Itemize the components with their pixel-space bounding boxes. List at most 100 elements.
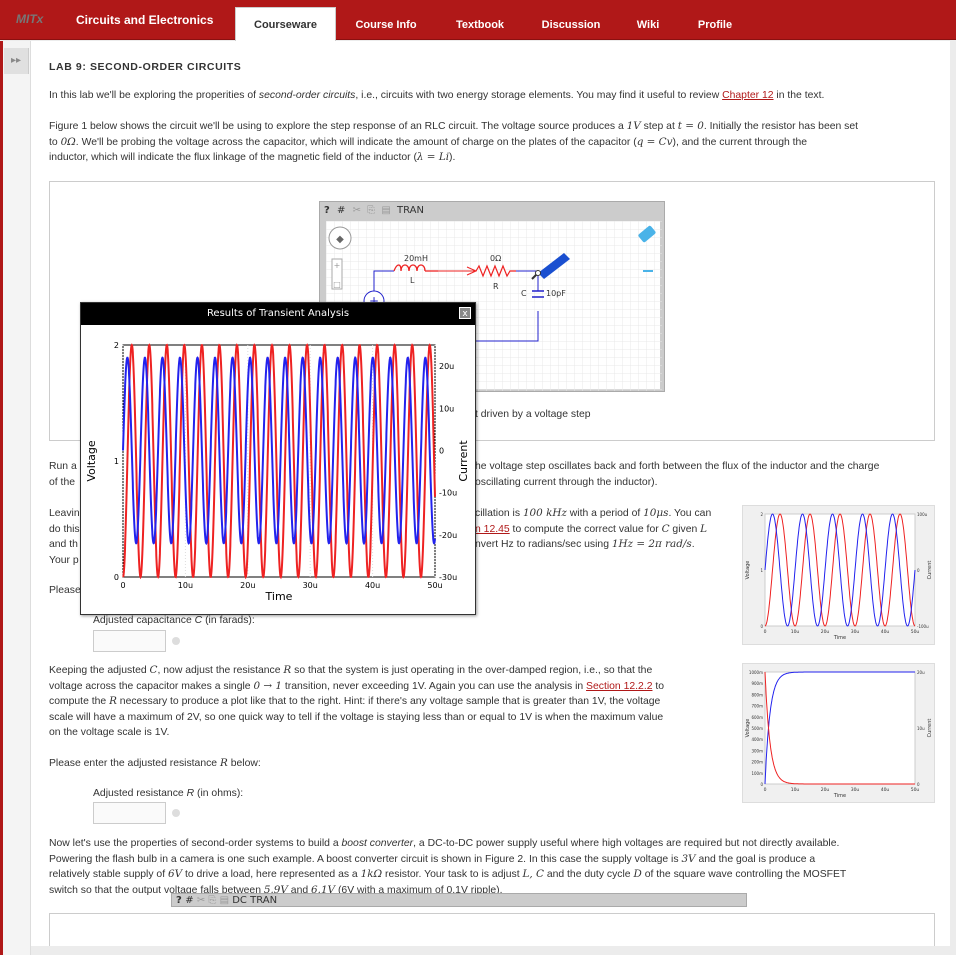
mini-y-left-tick-label: 900m	[751, 681, 763, 686]
mini-y-right-tick-label: 0	[917, 568, 920, 573]
mini-x-tick-label: 0	[764, 629, 767, 635]
mini-y-right-tick-label: 10u	[917, 726, 925, 731]
please-text: Please	[49, 585, 81, 596]
capacitance-label: Adjusted capacitance C (in farads):	[93, 615, 255, 626]
paste-icon[interactable]: ▤	[381, 205, 391, 216]
lab-title: LAB 9: SECOND-ORDER CIRCUITS	[49, 61, 242, 73]
resistance-label: Adjusted resistance R (in ohms):	[93, 788, 244, 799]
resistance-input[interactable]	[93, 802, 166, 824]
section-12-2-2-link[interactable]: Section 12.2.2	[586, 680, 653, 692]
sidebar	[3, 41, 31, 955]
mini-y-left-label: Voltage	[745, 561, 751, 580]
mini-y-left-tick-label: 300m	[751, 748, 763, 753]
double-chevron-right-icon[interactable]: ▸▸	[4, 48, 29, 74]
mini-x-tick-label: 0	[764, 787, 767, 793]
popup-title: Results of Transient Analysis	[81, 303, 475, 325]
mini-y-right-label: Current	[927, 561, 933, 580]
mini-y-right-tick-label: 100u	[917, 512, 928, 517]
mini-y-left-tick-label: 100m	[751, 771, 763, 776]
x-tick-label: 40u	[365, 581, 380, 590]
inductor-symbol[interactable]	[393, 264, 426, 272]
intro-paragraph: In this lab we'll be exploring the prope…	[49, 90, 825, 101]
x-tick-label: 30u	[303, 581, 318, 590]
tab-textbook[interactable]: Textbook	[455, 19, 505, 31]
chapter-12-link[interactable]: Chapter 12	[722, 90, 774, 101]
capacitor-symbol[interactable]	[532, 290, 544, 298]
y-right-tick-label: -30u	[439, 573, 457, 582]
run-text-left: Run a of the	[49, 461, 77, 488]
mini-y-left-tick-label: 2	[760, 512, 763, 517]
mini-y-left-tick-label: 1000m	[749, 670, 763, 675]
mini-y-left-tick-label: 0	[760, 624, 763, 629]
resistor-symbol[interactable]	[475, 264, 516, 278]
figure2-schematic-toolbar[interactable]: ? # ✂ ⎘ ▤ DC TRAN	[171, 893, 747, 907]
mini-x-tick-label: 50u	[911, 787, 920, 793]
x-tick-label: 20u	[240, 581, 255, 590]
pan-control-icon[interactable]	[328, 226, 352, 250]
x-axis-label: Time	[265, 590, 293, 603]
tab-wiki[interactable]: Wiki	[636, 19, 660, 31]
svg-text:+: +	[334, 261, 341, 270]
transient-results-window[interactable]: Results of Transient Analysis x 0 10u 20u 3…	[80, 302, 476, 615]
tran-button[interactable]: TRAN	[396, 205, 424, 216]
grid-icon[interactable]: #	[337, 205, 346, 216]
capacitance-input[interactable]	[93, 630, 166, 652]
x-tick-label: 10u	[178, 581, 193, 590]
mini-x-axis-label: Time	[833, 635, 846, 641]
inductor-name: L	[410, 276, 415, 285]
mini-y-left-tick-label: 700m	[751, 704, 763, 709]
dc-tran-buttons[interactable]: DC TRAN	[232, 895, 278, 906]
mini-x-tick-label: 40u	[881, 629, 890, 635]
overdamped-example-chart: 0 10u 20u 30u 40u 50u Time 0 100m 200m 300m 400m 500…	[742, 663, 935, 803]
y-right-tick-label: -10u	[439, 489, 457, 498]
tab-profile[interactable]: Profile	[697, 19, 733, 31]
oscillation-example-chart: 0 10u 20u 30u 40u 50u Time 0 1 2 -100u 0 100u Voltage…	[742, 505, 935, 645]
leave-text-right: cillation is 100 kHz with a period of 10…	[475, 507, 712, 550]
svg-text:+: +	[369, 294, 379, 308]
y-left-tick-label: 0	[114, 573, 119, 582]
keep-paragraph: Keeping the adjusted C, now adjust the r…	[49, 664, 665, 738]
y-right-tick-label: 0	[439, 446, 444, 455]
mini-y-left-tick-label: 800m	[751, 692, 763, 697]
cut-icon[interactable]: ✂	[352, 205, 361, 216]
figure1-paragraph: Figure 1 below shows the circuit we'll b…	[49, 120, 859, 163]
mini-y-right-tick-label: 20u	[917, 670, 925, 675]
mini-x-tick-label: 20u	[821, 629, 830, 635]
y-axis-left-label: Voltage	[85, 440, 98, 481]
mini-x-tick-label: 10u	[791, 629, 800, 635]
equation-12-45-link[interactable]: n 12.45	[475, 523, 510, 535]
mini-x-axis-label: Time	[833, 793, 846, 799]
y-right-tick-label: -20u	[439, 531, 457, 540]
mini-x-tick-label: 40u	[881, 787, 890, 793]
inductor-value: 20mH	[404, 254, 428, 263]
help-icon[interactable]: ?	[324, 205, 330, 216]
resistor-name: R	[493, 282, 499, 291]
tab-discussion[interactable]: Discussion	[541, 19, 601, 31]
mitx-logo[interactable]: MITx	[16, 12, 44, 26]
mini-x-tick-label: 30u	[851, 629, 860, 635]
mini-y-right-tick-label: -100u	[917, 624, 929, 629]
current-series-line	[122, 356, 436, 546]
mini-y-left-tick-label: 400m	[751, 737, 763, 742]
mini-y-left-label: Voltage	[745, 719, 751, 738]
tab-course-info[interactable]: Course Info	[355, 19, 417, 31]
mini-y-left-tick-label: 600m	[751, 715, 763, 720]
x-tick-label: 50u	[427, 581, 442, 590]
top-nav-bar: MITx Circuits and Electronics Courseware…	[0, 0, 956, 41]
probe-icon[interactable]	[538, 253, 570, 279]
current-probe-tool-icon[interactable]	[643, 270, 653, 272]
figure1-caption: t driven by a voltage step	[475, 409, 591, 420]
mini-y-left-tick-label: 200m	[751, 760, 763, 765]
mini-y-left-tick-label: 1	[760, 568, 763, 573]
close-icon[interactable]: x	[459, 307, 471, 319]
mini-series-line-1	[764, 671, 915, 785]
x-tick-label: 0	[120, 581, 125, 590]
mini-x-tick-label: 20u	[821, 787, 830, 793]
copy-icon[interactable]: ⎘	[367, 205, 376, 216]
tab-courseware[interactable]: Courseware	[235, 7, 336, 41]
mini-x-tick-label: 10u	[791, 787, 800, 793]
run-text-right: he voltage step oscillates back and fort…	[475, 461, 880, 488]
left-accent-strip	[0, 41, 3, 955]
zoom-control[interactable]	[331, 258, 343, 290]
cap-value: 10pF	[546, 289, 566, 298]
